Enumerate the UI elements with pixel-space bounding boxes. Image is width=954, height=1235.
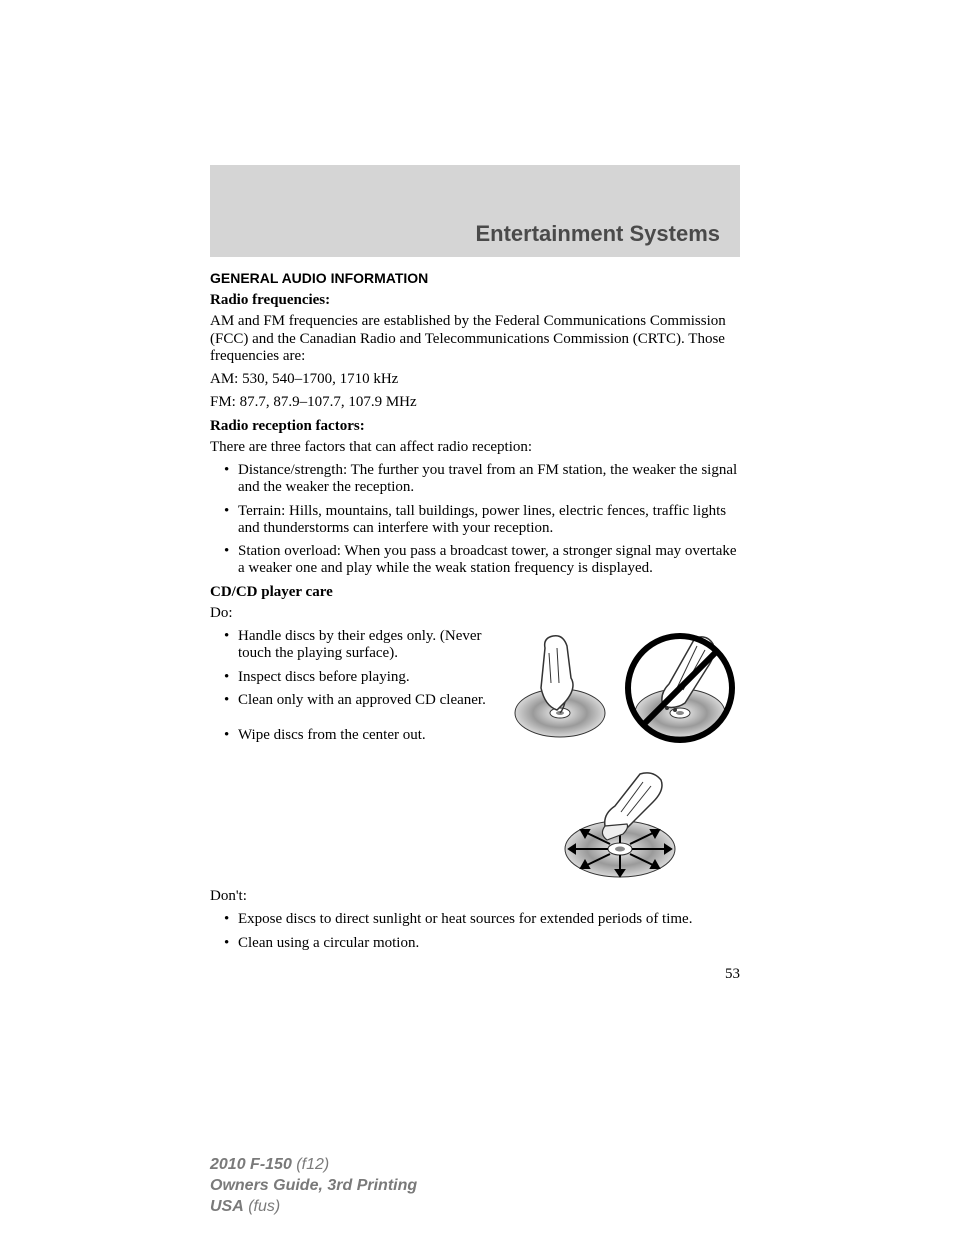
chapter-header-bar: Entertainment Systems (210, 165, 740, 257)
reception-heading: Radio reception factors: (210, 418, 740, 435)
list-item: Clean only with an approved CD cleaner. (224, 692, 488, 709)
reception-bullets: Distance/strength: The further you trave… (224, 462, 740, 578)
footer-line-2: Owners Guide, 3rd Printing (210, 1176, 417, 1197)
footer-model: 2010 F-150 (210, 1156, 292, 1173)
list-item: Distance/strength: The further you trave… (224, 462, 740, 497)
chapter-title: Entertainment Systems (475, 221, 720, 247)
section-heading: GENERAL AUDIO INFORMATION (210, 270, 740, 286)
list-item: Expose discs to direct sunlight or heat … (224, 911, 740, 928)
footer-line-1: 2010 F-150 (f12) (210, 1155, 417, 1176)
do-label: Do: (210, 605, 740, 622)
list-item: Station overload: When you pass a broadc… (224, 543, 740, 578)
footer-line-3: USA (fus) (210, 1197, 417, 1218)
footer-region: USA (210, 1198, 244, 1215)
footer: 2010 F-150 (f12) Owners Guide, 3rd Print… (210, 1155, 417, 1217)
reception-intro: There are three factors that can affect … (210, 439, 740, 456)
do-bullets-b: Wipe discs from the center out. (224, 727, 488, 744)
footer-code2: (fus) (244, 1198, 280, 1215)
page-content: GENERAL AUDIO INFORMATION Radio frequenc… (210, 270, 740, 983)
dont-bullets: Expose discs to direct sunlight or heat … (224, 911, 740, 952)
list-item: Terrain: Hills, mountains, tall building… (224, 503, 740, 538)
do-bullets-a: Handle discs by their edges only. (Never… (224, 628, 488, 709)
am-freq: AM: 530, 540–1700, 1710 kHz (210, 371, 740, 388)
fm-freq: FM: 87.7, 87.9–107.7, 107.9 MHz (210, 394, 740, 411)
list-item: Clean using a circular motion. (224, 935, 740, 952)
list-item: Inspect discs before playing. (224, 669, 488, 686)
list-item: Handle discs by their edges only. (Never… (224, 628, 488, 663)
radio-freq-heading: Radio frequencies: (210, 292, 740, 309)
disc-handling-illustration (505, 628, 735, 748)
page-number: 53 (210, 966, 740, 983)
list-item: Wipe discs from the center out. (224, 727, 488, 744)
radio-freq-para: AM and FM frequencies are established by… (210, 313, 740, 365)
cd-care-heading: CD/CD player care (210, 584, 740, 601)
dont-label: Don't: (210, 888, 740, 905)
disc-wipe-illustration (545, 764, 695, 884)
footer-code1: (f12) (292, 1156, 329, 1173)
